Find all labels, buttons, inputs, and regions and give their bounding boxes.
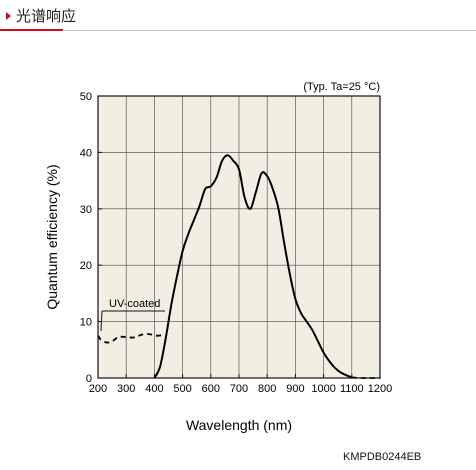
x-tick-label-1200: 1200 — [368, 383, 392, 395]
x-axis-label: Wavelength (nm) — [186, 417, 292, 433]
x-tick-label-600: 600 — [202, 383, 220, 395]
y-axis-label: Quantum efficiency (%) — [44, 164, 60, 309]
header-divider — [0, 30, 476, 31]
figure-code: KMPDB0244EB — [343, 451, 422, 463]
section-title: 光谱响应 — [16, 7, 77, 25]
y-tick-label-30: 30 — [80, 204, 92, 216]
condition-label: (Typ. Ta=25 °C) — [303, 81, 380, 93]
x-tick-label-1100: 1100 — [340, 383, 364, 395]
x-tick-label-200: 200 — [89, 383, 107, 395]
y-tick-label-50: 50 — [80, 91, 92, 103]
x-tick-label-300: 300 — [117, 383, 135, 395]
x-tick-label-1000: 1000 — [311, 383, 335, 395]
y-tick-label-20: 20 — [80, 260, 92, 272]
uv-coated-annotation: UV-coated — [100, 298, 165, 332]
x-tick-label-400: 400 — [145, 383, 163, 395]
x-tick-label-700: 700 — [230, 383, 248, 395]
y-tick-label-0: 0 — [86, 373, 92, 385]
y-tick-label-40: 40 — [80, 147, 92, 159]
header-accent-line — [0, 29, 63, 31]
section-header: 光谱响应 — [0, 0, 476, 34]
tick-labels: 200 300 400 500 600 700 800 900 1000 1100 1200 0 10 2… — [80, 91, 392, 395]
x-tick-label-500: 500 — [173, 383, 191, 395]
uv-coated-leader-drop — [100, 310, 103, 332]
tick-layer — [97, 95, 381, 379]
section-marker-icon — [6, 12, 11, 20]
grid — [98, 96, 380, 378]
x-tick-label-800: 800 — [258, 383, 276, 395]
y-tick-label-10: 10 — [80, 317, 92, 329]
series-line-solid-0 — [153, 154, 353, 379]
series-line-dashed-1 — [97, 333, 163, 344]
x-tick-label-900: 900 — [286, 383, 304, 395]
uv-coated-label: UV-coated — [109, 298, 160, 310]
